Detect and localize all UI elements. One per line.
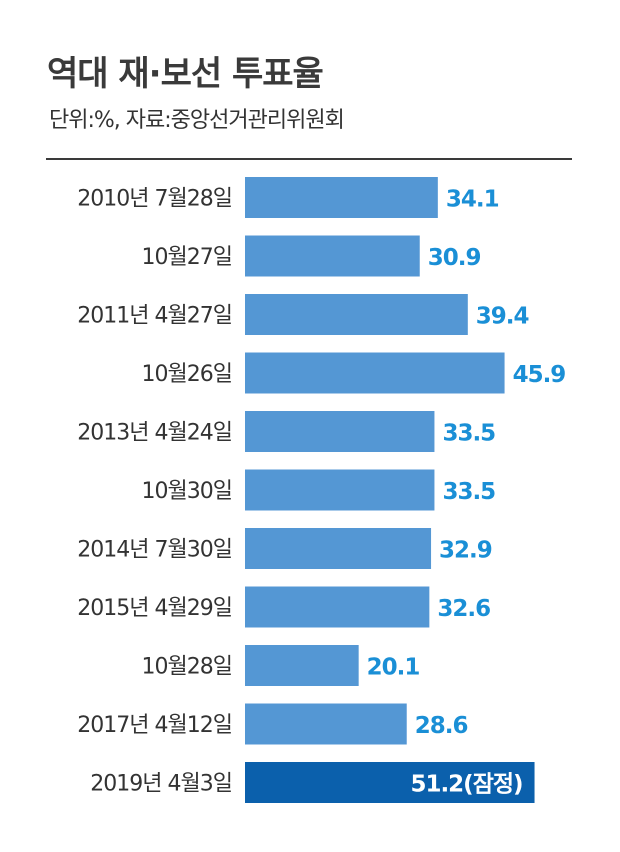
value-label: 51.2(잠정) xyxy=(410,772,522,798)
bar-highlight xyxy=(245,762,535,803)
category-label: 10월27일 xyxy=(142,245,232,270)
category-label: 10월26일 xyxy=(142,362,232,387)
category-label: 2019년 4월3일 xyxy=(90,772,232,797)
bar xyxy=(245,469,435,511)
category-label: 10월28일 xyxy=(142,655,232,680)
value-label: 30.9 xyxy=(428,245,481,271)
value-label: 32.6 xyxy=(437,596,490,622)
value-label: 33.5 xyxy=(442,421,495,447)
value-label: 20.1 xyxy=(367,655,420,681)
value-label: 33.5 xyxy=(442,479,495,505)
bar xyxy=(245,411,435,452)
bar xyxy=(245,294,468,335)
value-label: 32.9 xyxy=(439,538,492,564)
category-label: 2010년 7월28일 xyxy=(77,187,232,212)
chart-subtitle: 단위:%, 자료:중앙선거관리위원회 xyxy=(49,108,345,133)
category-label: 2013년 4월24일 xyxy=(77,421,232,446)
value-label: 39.4 xyxy=(476,304,529,330)
title-divider xyxy=(46,158,572,160)
bar xyxy=(245,528,432,569)
chart-title: 역대 재·보선 투표율 xyxy=(47,54,324,94)
category-label: 2015년 4월29일 xyxy=(77,596,232,621)
bar xyxy=(245,235,420,277)
value-label: 28.6 xyxy=(415,713,468,739)
category-label: 2014년 7월30일 xyxy=(77,538,232,563)
category-label: 10월30일 xyxy=(142,479,232,504)
bar xyxy=(245,177,438,218)
category-label: 2017년 4월12일 xyxy=(77,713,232,738)
bar xyxy=(245,645,359,686)
bar xyxy=(245,352,505,394)
category-label: 2011년 4월27일 xyxy=(77,304,232,329)
bar xyxy=(245,703,407,745)
value-label: 34.1 xyxy=(446,187,499,213)
bar xyxy=(245,586,430,628)
value-label: 45.9 xyxy=(513,362,566,388)
